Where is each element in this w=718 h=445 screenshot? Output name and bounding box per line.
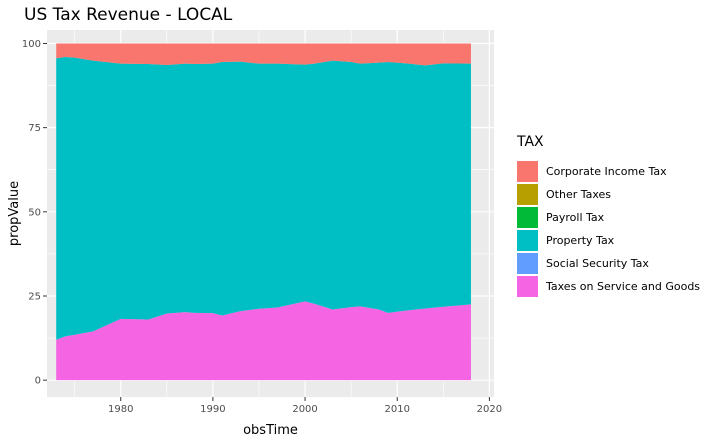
x-tick-label: 1980 — [108, 404, 133, 415]
area-taxes-on-service-and-goods — [56, 301, 471, 381]
legend-key-property-tax — [517, 230, 538, 251]
y-axis-title: propValue — [7, 181, 22, 246]
legend-key-social-security-tax — [517, 253, 538, 274]
legend-key-other-taxes — [517, 184, 538, 205]
y-tick-label: 50 — [28, 207, 41, 218]
legend-title: TAX — [517, 134, 544, 150]
legend-label-payroll-tax: Payroll Tax — [546, 211, 605, 224]
y-tick-label: 75 — [28, 123, 41, 134]
area-series-group — [56, 43, 471, 381]
x-tick-label: 2000 — [292, 404, 317, 415]
legend-key-taxes-on-service-and-goods — [517, 276, 538, 297]
area-corporate-income-tax — [56, 43, 471, 66]
legend-item-other-taxes: Other Taxes — [517, 183, 700, 206]
legend: TAX Corporate Income Tax Other Taxes Payro… — [517, 134, 700, 298]
y-tick-label: 25 — [28, 291, 41, 302]
x-axis-title: obsTime — [243, 423, 298, 438]
chart-title: US Tax Revenue - LOCAL — [24, 5, 233, 25]
legend-key-corporate-income-tax — [517, 161, 538, 182]
legend-key-payroll-tax — [517, 207, 538, 228]
legend-item-property-tax: Property Tax — [517, 229, 700, 252]
legend-label-social-security-tax: Social Security Tax — [546, 257, 649, 270]
legend-label-property-tax: Property Tax — [546, 234, 615, 247]
axes: 0 25 50 75 100 1980 1990 2000 2010 2020 — [22, 39, 502, 415]
legend-item-corporate-income-tax: Corporate Income Tax — [517, 160, 700, 183]
legend-label-taxes-on-service-and-goods: Taxes on Service and Goods — [546, 280, 701, 293]
legend-items: Corporate Income Tax Other Taxes Payroll T… — [517, 160, 700, 298]
x-tick-label: 1990 — [200, 404, 225, 415]
y-tick-label: 0 — [35, 376, 41, 387]
y-tick-label: 100 — [22, 39, 41, 50]
legend-item-taxes-on-service-and-goods: Taxes on Service and Goods — [517, 275, 700, 298]
legend-item-payroll-tax: Payroll Tax — [517, 206, 700, 229]
legend-item-social-security-tax: Social Security Tax — [517, 252, 700, 275]
legend-label-other-taxes: Other Taxes — [546, 188, 612, 201]
area-property-tax — [56, 56, 471, 340]
legend-label-corporate-income-tax: Corporate Income Tax — [546, 165, 667, 178]
x-tick-label: 2020 — [477, 404, 502, 415]
x-tick-label: 2010 — [385, 404, 410, 415]
